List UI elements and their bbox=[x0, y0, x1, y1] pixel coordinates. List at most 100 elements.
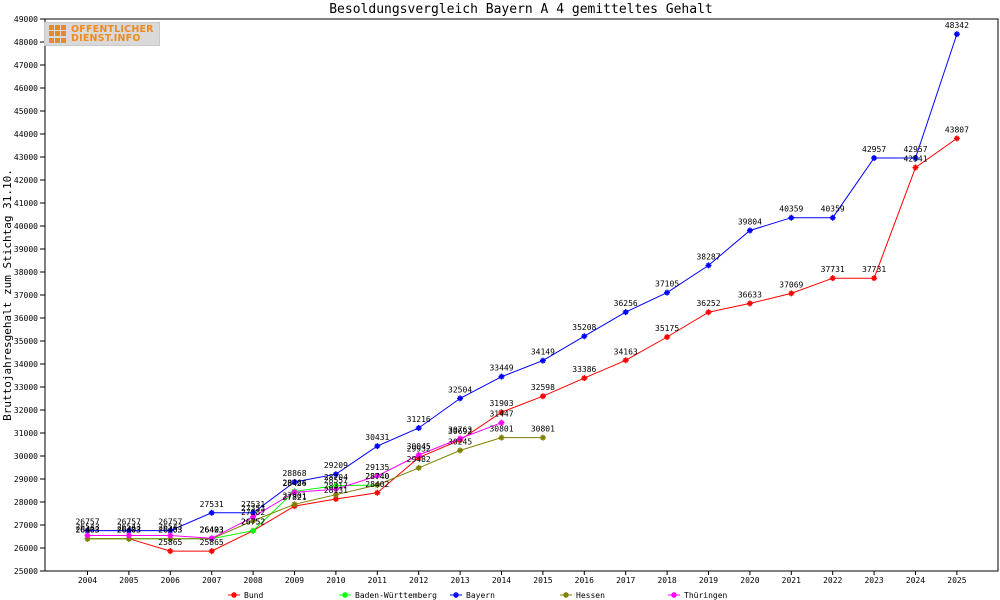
series-line-bayern bbox=[87, 33, 958, 532]
data-label-bund: 43807 bbox=[945, 125, 969, 134]
data-point-bund bbox=[953, 135, 960, 142]
data-label-hessen: 30245 bbox=[448, 437, 472, 446]
data-point-bayern bbox=[125, 527, 132, 534]
data-point-bayern bbox=[332, 471, 339, 478]
y-axis-title: Bruttojahresgehalt zum Stichtag 31.10. bbox=[1, 169, 14, 421]
data-point-bund bbox=[581, 375, 588, 382]
data-point-bund bbox=[622, 357, 629, 364]
data-label-bund: 28402 bbox=[365, 480, 389, 489]
data-point-bund bbox=[912, 164, 919, 171]
plot-frame bbox=[44, 18, 999, 572]
data-label-bayern: 32504 bbox=[448, 385, 472, 394]
data-label-bayern: 36256 bbox=[614, 299, 638, 308]
data-point-bayern bbox=[829, 214, 836, 221]
data-point-bayern bbox=[84, 527, 91, 534]
data-point-bund bbox=[788, 290, 795, 297]
data-label-th-ringen: 27353 bbox=[241, 504, 265, 513]
legend-item-hessen: Hessen bbox=[560, 591, 605, 600]
data-label-th-ringen: 30045 bbox=[407, 442, 431, 451]
data-point-th-ringen bbox=[125, 532, 132, 539]
data-label-bayern: 26757 bbox=[117, 518, 141, 527]
y-axis: 25000 26000 27000 28000 29000 30000 31000 32000… bbox=[14, 15, 45, 576]
logo-line-1: OFFENTLICHER bbox=[71, 24, 154, 35]
x-tick-label: 2005 bbox=[119, 576, 138, 585]
series-hessen bbox=[84, 434, 546, 542]
data-label-th-ringen: 26423 bbox=[200, 525, 224, 534]
y-tick-label: 27000 bbox=[14, 521, 38, 530]
y-tick-label: 33000 bbox=[14, 383, 38, 392]
data-point-th-ringen bbox=[415, 451, 422, 458]
data-label-bund: 36252 bbox=[696, 299, 720, 308]
y-tick-label: 29000 bbox=[14, 475, 38, 484]
data-label-th-ringen: 26543 bbox=[117, 523, 141, 532]
data-label-bund: 26403 bbox=[117, 526, 141, 535]
data-point-bayern bbox=[953, 31, 960, 38]
data-label-bayern: 27531 bbox=[200, 500, 224, 509]
data-point-hessen bbox=[84, 535, 91, 542]
data-label-bayern: 38287 bbox=[696, 252, 720, 261]
x-tick-label: 2014 bbox=[492, 576, 511, 585]
y-tick-label: 39000 bbox=[14, 245, 38, 254]
x-tick-label: 2013 bbox=[450, 576, 469, 585]
data-point-bayern bbox=[167, 527, 174, 534]
data-label-bund: 37069 bbox=[779, 280, 803, 289]
y-tick-label: 40000 bbox=[14, 222, 38, 231]
legend-swatch-marker bbox=[231, 592, 237, 598]
data-labels: 26403 26403 25865 25865 26752 27821 28131 28402… bbox=[75, 21, 969, 547]
data-label-bayern: 33449 bbox=[489, 364, 513, 373]
data-label-baden-w-rttemberg: 28464 bbox=[282, 478, 306, 487]
data-label-bayern: 30431 bbox=[365, 433, 389, 442]
y-tick-label: 49000 bbox=[14, 15, 38, 24]
data-label-bayern: 35208 bbox=[572, 323, 596, 332]
data-label-bund: 31903 bbox=[489, 399, 513, 408]
data-label-bund: 25865 bbox=[158, 538, 182, 547]
x-tick-label: 2017 bbox=[616, 576, 635, 585]
data-label-baden-w-rttemberg: 26403 bbox=[200, 526, 224, 535]
data-label-bayern: 42957 bbox=[862, 145, 886, 154]
series-layer bbox=[84, 31, 960, 555]
data-point-bayern bbox=[581, 333, 588, 340]
data-point-bund bbox=[829, 275, 836, 282]
data-label-bayern: 39804 bbox=[738, 218, 762, 227]
logo-grid-icon bbox=[49, 25, 67, 43]
data-point-bayern bbox=[622, 309, 629, 316]
data-point-hessen bbox=[167, 535, 174, 542]
data-label-bayern: 28868 bbox=[282, 469, 306, 478]
data-label-th-ringen: 26543 bbox=[75, 523, 99, 532]
y-tick-label: 30000 bbox=[14, 452, 38, 461]
data-label-bund: 25865 bbox=[200, 538, 224, 547]
y-tick-label: 46000 bbox=[14, 84, 38, 93]
x-tick-label: 2025 bbox=[947, 576, 966, 585]
x-tick-label: 2018 bbox=[657, 576, 676, 585]
data-point-bund bbox=[705, 309, 712, 316]
y-tick-label: 35000 bbox=[14, 337, 38, 346]
y-tick-label: 42000 bbox=[14, 176, 38, 185]
data-label-bayern: 26757 bbox=[75, 518, 99, 527]
data-label-bayern: 40359 bbox=[821, 205, 845, 214]
x-axis: 2004 2005 2006 2007 2008 2009 2010 2011 2012 2013… bbox=[78, 571, 967, 585]
data-point-th-ringen bbox=[208, 535, 215, 542]
y-tick-label: 48000 bbox=[14, 38, 38, 47]
y-tick-label: 34000 bbox=[14, 360, 38, 369]
legend-swatch-marker bbox=[563, 592, 569, 598]
y-tick-label: 37000 bbox=[14, 291, 38, 300]
data-point-bund bbox=[871, 275, 878, 282]
data-point-bayern bbox=[705, 262, 712, 269]
data-point-bund bbox=[208, 548, 215, 555]
data-point-bayern bbox=[291, 479, 298, 486]
series-line-hessen bbox=[87, 437, 543, 540]
data-label-bayern: 34149 bbox=[531, 348, 555, 357]
x-tick-label: 2007 bbox=[202, 576, 221, 585]
data-label-th-ringen: 30763 bbox=[448, 425, 472, 434]
legend-swatch-marker bbox=[453, 592, 459, 598]
data-point-th-ringen bbox=[332, 486, 339, 493]
site-logo: OFFENTLICHER DIENST.INFO bbox=[44, 22, 160, 46]
data-label-hessen: 26403 bbox=[75, 526, 99, 535]
series-bund bbox=[84, 135, 960, 555]
data-point-hessen bbox=[498, 434, 505, 441]
legend-item-bund: Bund bbox=[228, 591, 263, 600]
x-tick-label: 2020 bbox=[740, 576, 759, 585]
data-label-bayern: 29209 bbox=[324, 461, 348, 470]
legend-label: Hessen bbox=[576, 591, 605, 600]
